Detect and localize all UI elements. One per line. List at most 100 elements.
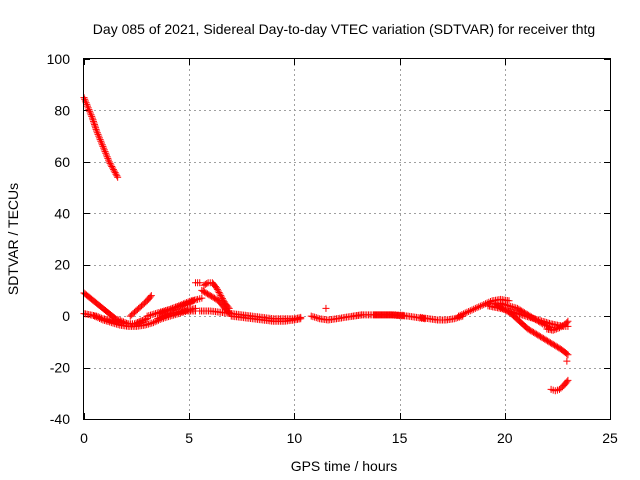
data-point-fill [109, 164, 117, 172]
data-point [192, 304, 200, 312]
data-point-fill [143, 321, 151, 329]
data-point-fill [105, 156, 113, 164]
data-point-fill [311, 313, 319, 321]
y-tick-label: 100 [47, 51, 71, 67]
series-arc-7-10 [227, 312, 305, 325]
data-point-fill [508, 303, 516, 311]
data-point-fill [184, 298, 192, 306]
x-tick-label: 0 [80, 430, 88, 446]
data-point-fill [146, 293, 154, 301]
data-point-fill [100, 146, 108, 154]
data-point-fill [85, 106, 93, 114]
data-point [297, 315, 305, 323]
data-point-fill [461, 309, 469, 317]
data-point-fill [215, 288, 223, 296]
data-point-fill [104, 154, 112, 162]
data-point-fill [203, 280, 211, 288]
data-point-fill [165, 306, 173, 314]
data-point-fill [186, 297, 194, 305]
data-point [154, 315, 162, 323]
data-point-fill [96, 314, 104, 322]
y-tick-label: 60 [54, 154, 70, 170]
data-point-fill [88, 112, 96, 120]
data-point-fill [146, 311, 154, 319]
data-point-fill [460, 310, 468, 318]
data-point-fill [176, 301, 184, 309]
plot-frame [83, 58, 611, 420]
data-point-fill [552, 325, 560, 333]
data-point [141, 321, 149, 329]
y-axis-label: SDTVAR / TECUs [5, 183, 21, 295]
data-point [175, 302, 183, 310]
data-point-fill [89, 116, 97, 124]
data-point-fill [468, 306, 476, 314]
data-point-fill [476, 302, 484, 310]
series-arc-5-lower [154, 304, 200, 323]
data-point-fill [138, 317, 146, 325]
series-arc-11-point [322, 304, 330, 312]
data-point [149, 319, 157, 327]
data-point [137, 317, 145, 325]
data-point [307, 312, 315, 320]
data-point-fill [173, 303, 181, 310]
series-arc-22-23-bottom [547, 376, 572, 395]
data-point [84, 104, 92, 112]
data-point [99, 316, 107, 324]
data-point [196, 279, 204, 287]
y-tick-label: 20 [54, 257, 70, 273]
data-point-fill [216, 290, 224, 298]
data-point-fill [98, 139, 106, 147]
data-point-fill [112, 320, 120, 328]
data-point-fill [148, 311, 156, 319]
y-tick-label: 0 [62, 308, 70, 324]
data-point-fill [97, 315, 105, 323]
data-point [101, 148, 109, 156]
data-point [91, 312, 99, 320]
data-point [143, 312, 151, 320]
data-point [105, 158, 113, 166]
data-point [160, 312, 168, 320]
data-point-fill [95, 134, 103, 142]
data-point-fill [148, 319, 156, 327]
data-point-fill [102, 151, 110, 159]
data-point-fill [92, 124, 100, 132]
x-tick-label: 5 [185, 430, 193, 446]
data-point-fill [163, 311, 171, 319]
data-point [563, 357, 571, 365]
y-tick-label: 80 [54, 102, 70, 118]
data-point-fill [473, 304, 481, 312]
data-point-fill [563, 319, 571, 327]
data-point-fill [170, 304, 178, 312]
data-point-fill [87, 111, 95, 119]
data-point-fill [165, 310, 173, 318]
data-point-fill [104, 318, 112, 326]
data-point [463, 308, 471, 316]
y-tick-label: 40 [54, 205, 70, 221]
data-point-fill [110, 167, 118, 175]
data-point-fill [113, 172, 121, 180]
x-axis-label: GPS time / hours [291, 458, 398, 474]
series-arc-16-18 [417, 312, 467, 324]
data-point-fill [167, 305, 175, 313]
data-point-fill [485, 298, 493, 306]
data-point-fill [142, 315, 150, 323]
data-point-fill [92, 125, 100, 133]
data-point-fill [93, 129, 101, 137]
data-point-fill [109, 319, 117, 327]
data-point-fill [155, 314, 163, 322]
data-point-fill [94, 130, 102, 138]
chart-title: Day 085 of 2021, Sidereal Day-to-day VTE… [93, 21, 595, 37]
data-point-fill [466, 307, 474, 315]
x-tick-label: 20 [497, 430, 513, 446]
data-point-fill [512, 304, 520, 312]
x-tick-label: 10 [287, 430, 303, 446]
data-point-fill [470, 305, 478, 313]
data-point-fill [162, 312, 170, 319]
data-point-fill [475, 303, 483, 311]
x-tick-label: 25 [602, 430, 618, 446]
data-point-fill [106, 159, 114, 167]
data-point-fill [145, 312, 153, 320]
data-point-fill [108, 162, 116, 170]
data-point-fill [140, 316, 148, 324]
